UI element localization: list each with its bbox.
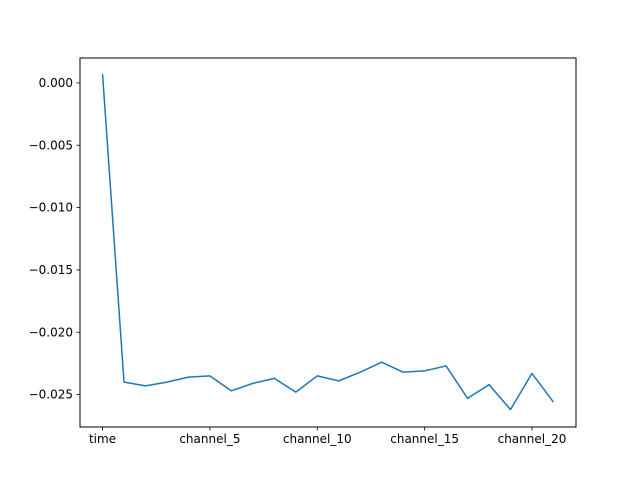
data-point bbox=[123, 381, 126, 384]
data-point bbox=[509, 408, 512, 411]
y-tick-label: 0.000 bbox=[39, 76, 73, 90]
x-tick-label: channel_20 bbox=[498, 432, 567, 446]
y-tick-label: −0.010 bbox=[29, 201, 73, 215]
x-tick-label: channel_15 bbox=[390, 432, 459, 446]
plot-area bbox=[80, 58, 576, 427]
data-point bbox=[530, 372, 533, 375]
data-point bbox=[316, 374, 319, 377]
data-point bbox=[488, 383, 491, 386]
y-tick-label: −0.015 bbox=[29, 263, 73, 277]
x-tick-label: channel_5 bbox=[179, 432, 240, 446]
y-tick-label: −0.020 bbox=[29, 325, 73, 339]
series-line bbox=[101, 74, 555, 411]
data-point bbox=[337, 379, 340, 382]
y-tick-label: −0.025 bbox=[29, 388, 73, 402]
x-axis: time channel_5 channel_10 channel_15 channel… bbox=[89, 427, 566, 446]
data-point bbox=[273, 377, 276, 380]
data-point bbox=[359, 371, 362, 374]
x-tick-label: channel_10 bbox=[283, 432, 352, 446]
y-tick-label: −0.005 bbox=[29, 138, 73, 152]
data-point bbox=[402, 371, 405, 374]
data-point bbox=[165, 381, 168, 384]
data-point bbox=[423, 369, 426, 372]
data-point bbox=[251, 382, 254, 385]
data-point bbox=[208, 374, 211, 377]
data-point bbox=[552, 401, 555, 404]
data-point bbox=[187, 376, 190, 379]
y-axis: 0.000 −0.005 −0.010 −0.015 −0.020 −0.025 bbox=[29, 76, 80, 402]
data-point bbox=[294, 391, 297, 394]
data-point bbox=[230, 389, 233, 392]
data-point bbox=[466, 397, 469, 400]
x-tick-label: time bbox=[89, 432, 116, 446]
plot-frame bbox=[79, 57, 577, 428]
data-point bbox=[380, 361, 383, 364]
data-point bbox=[144, 384, 147, 387]
data-point bbox=[101, 73, 104, 76]
data-point bbox=[445, 364, 448, 367]
